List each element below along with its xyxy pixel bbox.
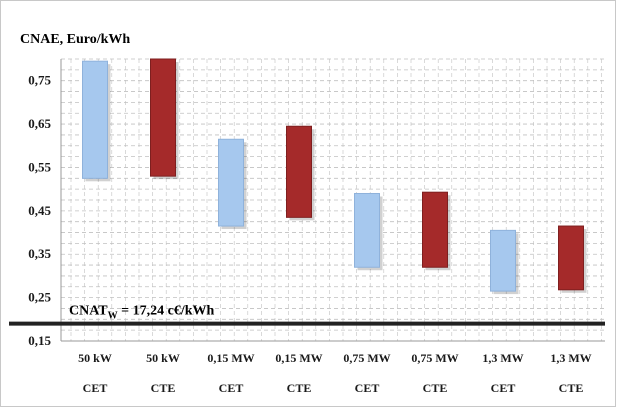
bar-cte [150,58,176,177]
reference-line-label: CNATW = 17,24 c€/kWh [69,304,215,322]
x-axis: 50 kW CET 50 kW CTE 0,15 MW CET 0,15 MW CTE 0,75… [61,340,605,395]
x-tick-label-type: CTE [151,381,176,395]
bar-cet [490,229,516,292]
y-tick-label: 0,25 [28,290,51,305]
x-tick-label-size: 50 kW [146,351,180,365]
y-tick-label: 0,45 [28,203,51,218]
grid [61,58,605,342]
y-tick-label: 0,15 [28,333,51,348]
x-tick-label-type: CET [83,381,108,395]
x-tick-label-size: 1,3 MW [482,351,523,365]
x-tick-label-size: 0,15 MW [275,351,322,365]
x-tick-label-size: 1,3 MW [550,351,591,365]
y-axis: 0,75 0,65 0,55 0,45 0,35 0,25 0,15 [28,59,62,348]
y-tick-label: 0,35 [28,246,51,261]
x-tick-label-size: 0,75 MW [343,351,390,365]
x-tick-label-size: 0,75 MW [411,351,458,365]
bar-cet [82,60,108,179]
chart-title: CNAE, Euro/kWh [20,32,130,47]
x-tick-label-size: 50 kW [78,351,112,365]
bar-cte [286,125,312,218]
bar-cet [218,138,244,227]
x-tick-label-type: CET [491,381,516,395]
x-tick-label-type: CTE [559,381,584,395]
x-tick-label-type: CET [355,381,380,395]
reference-line-group: CNATW = 17,24 c€/kWh [9,304,605,326]
y-tick-label: 0,55 [28,159,51,174]
x-tick-label-size: 0,15 MW [207,351,254,365]
bar-cet [354,192,380,268]
x-tick-label-type: CET [219,381,244,395]
x-tick-label-type: CTE [287,381,312,395]
y-tick-label: 0,65 [28,116,51,131]
bar-cte [558,225,584,291]
bar-cte [422,191,448,268]
y-tick-label: 0,75 [28,73,51,88]
x-tick-label-type: CTE [423,381,448,395]
bars [82,58,587,295]
